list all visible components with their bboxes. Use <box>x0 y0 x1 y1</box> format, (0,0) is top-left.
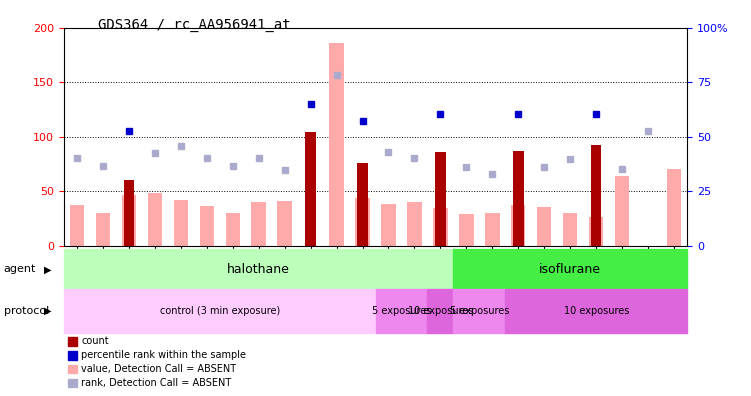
Text: count: count <box>81 336 109 346</box>
Bar <box>505 289 687 333</box>
Bar <box>537 208 551 246</box>
Bar <box>200 206 214 246</box>
Text: 10 exposures: 10 exposures <box>563 306 629 316</box>
Text: 5 exposures: 5 exposures <box>372 306 431 316</box>
Bar <box>407 202 421 246</box>
Bar <box>460 214 474 246</box>
Bar <box>122 195 136 246</box>
Bar <box>64 249 454 289</box>
Bar <box>485 213 499 246</box>
Text: halothane: halothane <box>228 263 290 276</box>
Bar <box>277 201 291 246</box>
Bar <box>433 208 448 246</box>
Bar <box>70 205 84 246</box>
Bar <box>615 176 629 246</box>
Bar <box>173 200 188 246</box>
Bar <box>591 145 602 246</box>
Bar <box>382 204 396 246</box>
Text: ▶: ▶ <box>44 264 51 274</box>
Bar <box>436 152 445 246</box>
Bar <box>225 213 240 246</box>
Text: control (3 min exposure): control (3 min exposure) <box>159 306 280 316</box>
Text: value, Detection Call = ABSENT: value, Detection Call = ABSENT <box>81 364 237 374</box>
Bar <box>667 169 681 246</box>
Bar <box>357 163 368 246</box>
Text: rank, Detection Call = ABSENT: rank, Detection Call = ABSENT <box>81 378 231 388</box>
Bar <box>454 249 687 289</box>
Bar <box>454 289 505 333</box>
Bar <box>330 43 344 246</box>
Bar <box>376 289 427 333</box>
Text: isoflurane: isoflurane <box>539 263 602 276</box>
Bar <box>124 180 134 246</box>
Bar <box>513 151 523 246</box>
Bar <box>64 289 376 333</box>
Text: 5 exposures: 5 exposures <box>450 306 509 316</box>
Bar <box>355 198 369 246</box>
Bar <box>589 217 603 246</box>
Text: protocol: protocol <box>4 306 49 316</box>
Bar <box>252 202 266 246</box>
Text: ▶: ▶ <box>44 306 51 316</box>
Bar <box>306 132 315 246</box>
Text: percentile rank within the sample: percentile rank within the sample <box>81 350 246 360</box>
Text: 10 exposures: 10 exposures <box>408 306 473 316</box>
Bar <box>427 289 454 333</box>
Text: GDS364 / rc_AA956941_at: GDS364 / rc_AA956941_at <box>98 18 290 32</box>
Text: agent: agent <box>4 264 36 274</box>
Bar <box>563 213 578 246</box>
Bar <box>511 205 526 246</box>
Bar <box>148 193 162 246</box>
Bar <box>95 213 110 246</box>
